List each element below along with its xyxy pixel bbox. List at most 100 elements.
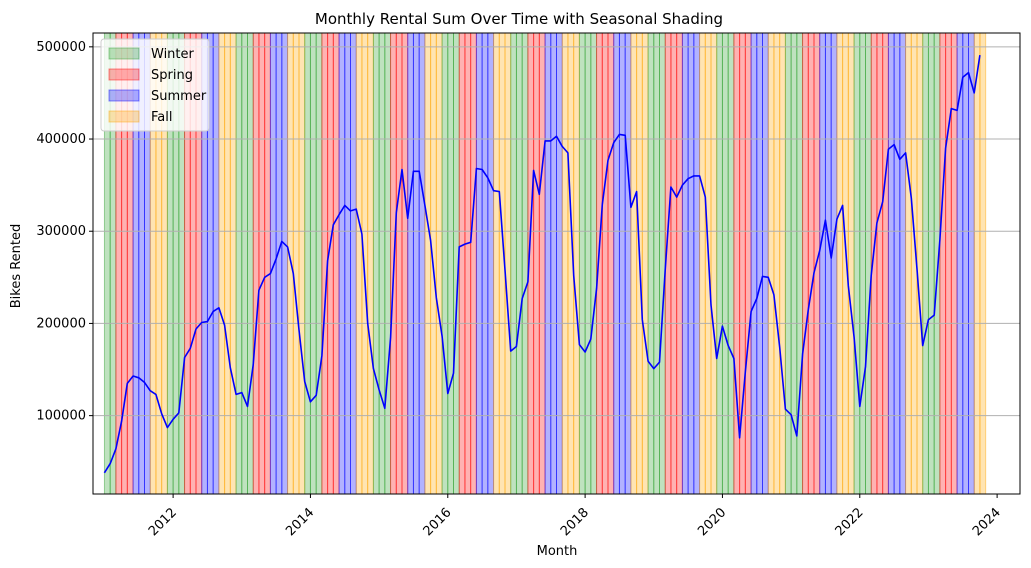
data-point [675,196,678,199]
data-point [189,347,192,350]
season-band-fall [836,32,844,495]
season-band-summer [968,32,975,495]
season-band-fall [973,32,981,495]
season-band-spring [458,32,466,495]
data-point [710,303,713,306]
season-band-spring [939,32,947,495]
legend-label-winter: Winter [151,47,195,62]
data-point [784,408,787,411]
data-point [635,190,638,193]
season-band-winter [241,32,248,495]
data-point [750,310,753,313]
season-band-fall [355,32,363,495]
season-band-fall [779,32,786,495]
data-point [629,206,632,209]
data-point [830,256,833,259]
data-point [177,411,180,414]
data-point [732,357,735,360]
legend-label-summer: Summer [151,89,207,104]
data-point [647,360,650,363]
data-point [446,392,449,395]
data-point [853,336,856,339]
data-point [349,209,352,212]
x-tick-label: 2020 [695,505,729,539]
data-point [881,200,884,203]
season-band-summer [481,32,489,495]
data-point [280,240,283,243]
season-band-spring [332,32,340,495]
data-point [893,143,896,146]
season-band-fall [847,32,855,495]
data-point [607,159,610,162]
data-point [938,238,941,241]
data-point [463,243,466,246]
season-band-fall [573,32,580,495]
data-point [864,365,867,368]
data-point [275,257,278,260]
season-band-fall [916,32,924,495]
data-point [807,308,810,311]
data-point [183,356,186,359]
season-band-summer [412,32,420,495]
data-point [526,280,529,283]
season-band-spring [470,32,477,495]
data-point [492,189,495,192]
season-band-winter [372,32,380,495]
series-line [103,54,981,474]
data-point [612,141,615,144]
data-point [441,335,444,338]
season-band-fall [224,32,231,495]
season-band-spring [676,32,683,495]
data-point [532,169,535,172]
data-point [383,407,386,410]
data-point [618,133,621,136]
legend-swatch-spring [108,68,140,81]
season-band-fall [367,32,374,495]
season-band-summer [893,32,901,495]
data-point [847,284,850,287]
data-point [761,275,764,278]
season-band-summer [407,32,414,495]
data-point [944,147,947,150]
data-point [509,350,512,353]
season-band-spring [327,32,334,495]
season-band-winter [247,32,254,495]
season-band-fall [641,32,649,495]
season-band-winter [584,32,592,495]
data-point [475,167,478,170]
data-point [286,245,289,248]
data-point [824,219,827,222]
season-band-winter [721,32,729,495]
data-point [149,389,152,392]
season-band-spring [464,32,472,495]
y-tick-label: 500000 [36,40,86,55]
data-point [200,321,203,324]
season-band-summer [887,32,895,495]
data-point [652,367,655,370]
season-band-summer [269,32,277,495]
season-band-spring [264,32,271,495]
data-point [778,346,781,349]
season-band-winter [578,32,586,495]
data-point [956,109,959,112]
data-point [927,318,930,321]
data-point [744,371,747,374]
season-band-winter [590,32,598,495]
legend: Winter Spring Summer Fall [100,38,210,132]
data-point [103,471,106,474]
data-point [240,391,243,394]
data-point [767,276,770,279]
data-point [870,274,873,277]
legend-swatch-winter [108,47,140,60]
season-band-winter [659,32,666,495]
season-band-fall [979,32,987,495]
season-band-winter [315,32,323,495]
season-band-summer [475,32,483,495]
y-axis-title: Bikes Rented [9,224,24,309]
season-band-winter [865,32,872,495]
data-point [669,185,672,188]
data-point [664,268,667,271]
data-point [303,380,306,383]
season-band-winter [441,32,449,495]
